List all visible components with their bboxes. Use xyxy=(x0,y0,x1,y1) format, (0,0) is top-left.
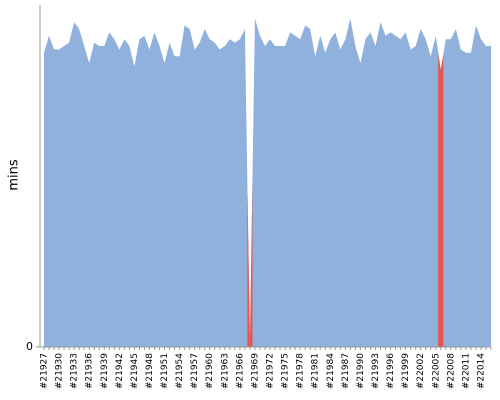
x-tick-label: #21996 xyxy=(386,353,396,389)
x-tick-label: #21957 xyxy=(190,353,200,389)
x-tick-label: #21933 xyxy=(70,353,80,389)
x-tick-label: #21987 xyxy=(341,353,351,389)
x-tick-label: #21927 xyxy=(40,353,50,389)
failed-build xyxy=(438,52,444,347)
x-tick-label: #21942 xyxy=(115,353,125,389)
x-tick-label: #21960 xyxy=(205,353,215,389)
x-tick-label: #21969 xyxy=(250,353,260,389)
x-tick-label: #22008 xyxy=(446,353,456,389)
x-tick-label: #21930 xyxy=(55,353,65,389)
x-tick-label: #21951 xyxy=(160,353,170,389)
x-tick-label: #21966 xyxy=(235,353,245,389)
x-tick-label: #21975 xyxy=(281,353,291,389)
x-tick-label: #21993 xyxy=(371,353,381,389)
y-tick-label: 0 xyxy=(26,340,33,353)
x-tick-label: #21945 xyxy=(130,353,140,389)
y-axis-label: mins xyxy=(7,159,22,191)
x-tick-label: #21954 xyxy=(175,353,185,389)
x-tick-label: #21972 xyxy=(266,353,276,389)
x-tick-label: #22014 xyxy=(476,353,486,389)
x-tick-label: #22011 xyxy=(461,353,471,389)
x-tick-label: #21990 xyxy=(356,353,366,389)
x-tick-label: #21939 xyxy=(100,353,110,389)
failed-build xyxy=(247,181,253,347)
x-tick-label: #21936 xyxy=(85,353,95,389)
x-tick-label: #21978 xyxy=(296,353,306,389)
x-tick-label: #21963 xyxy=(220,353,230,389)
x-tick-label: #21999 xyxy=(401,353,411,389)
area xyxy=(44,18,491,348)
x-tick-label: #21984 xyxy=(326,353,336,389)
x-tick-label: #22002 xyxy=(416,353,426,389)
x-tick-label: #22005 xyxy=(431,353,441,389)
x-tick-label: #21948 xyxy=(145,353,155,389)
x-tick-label: #21981 xyxy=(311,353,321,389)
